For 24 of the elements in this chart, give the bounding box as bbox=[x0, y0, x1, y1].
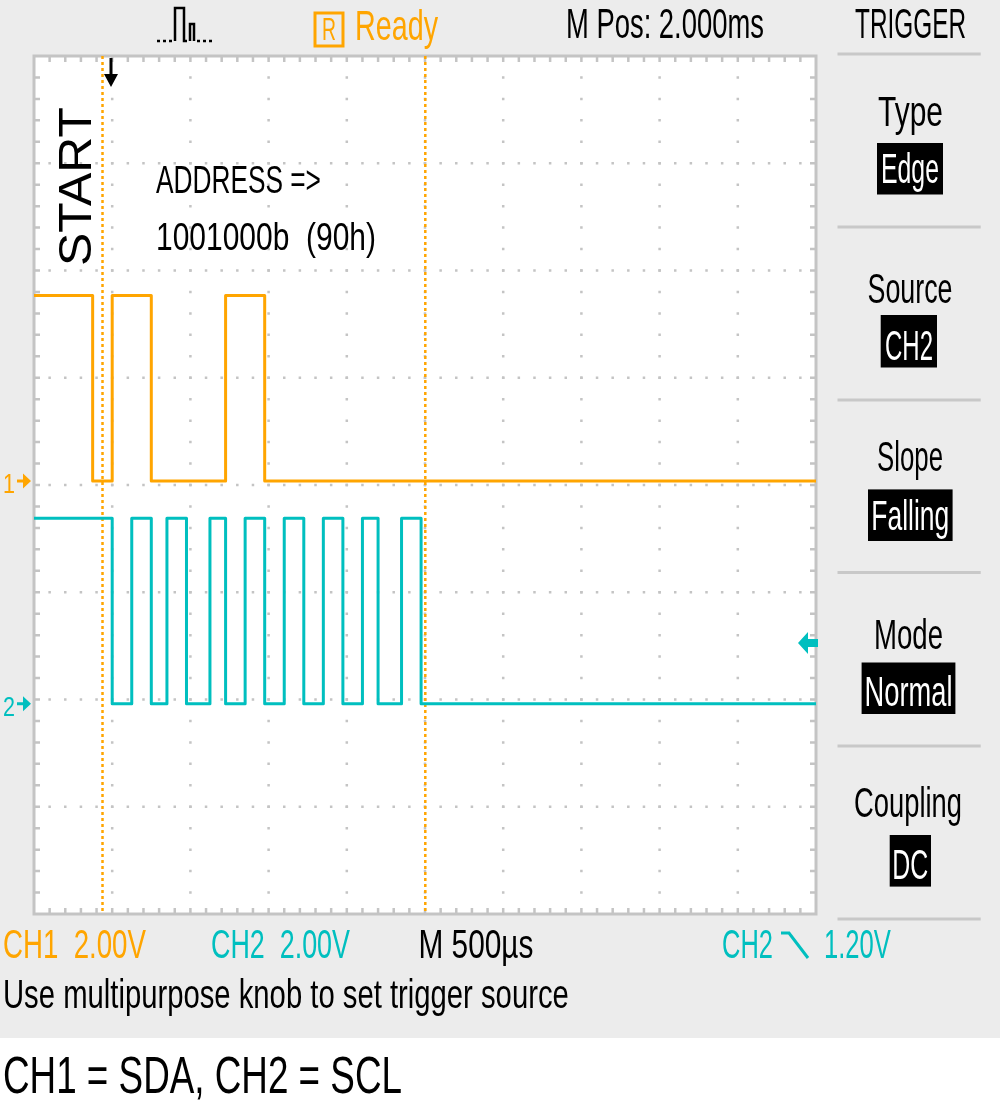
text: M Pos: 2.000ms bbox=[566, 0, 764, 48]
text: CH2 bbox=[722, 922, 773, 967]
text: Slope bbox=[877, 432, 943, 480]
text: CH2 2.00V bbox=[211, 921, 351, 967]
text: Normal bbox=[864, 668, 953, 716]
text: CH2 bbox=[885, 321, 933, 369]
text: Coupling bbox=[854, 779, 962, 827]
text: 1.20V bbox=[824, 922, 892, 967]
text: DC bbox=[892, 841, 929, 888]
text: START bbox=[49, 107, 101, 266]
text: CH1 2.00V bbox=[3, 921, 146, 967]
legend-label: 1 bbox=[3, 467, 15, 499]
text: Ready bbox=[355, 1, 438, 50]
text: TRIGGER bbox=[855, 0, 966, 47]
text: Type bbox=[878, 88, 943, 136]
text: ADDRESS => bbox=[156, 158, 321, 202]
text: 1001000b (90h) bbox=[156, 215, 376, 258]
text: M 500µs bbox=[418, 921, 534, 966]
legend-label: 2 bbox=[3, 689, 15, 722]
text: Mode bbox=[874, 611, 943, 659]
text: Use multipurpose knob to set trigger source bbox=[3, 971, 569, 1016]
text: CH1 = SDA, CH2 = SCL bbox=[3, 1045, 402, 1105]
text: R bbox=[322, 10, 336, 48]
text: Source bbox=[867, 264, 953, 312]
